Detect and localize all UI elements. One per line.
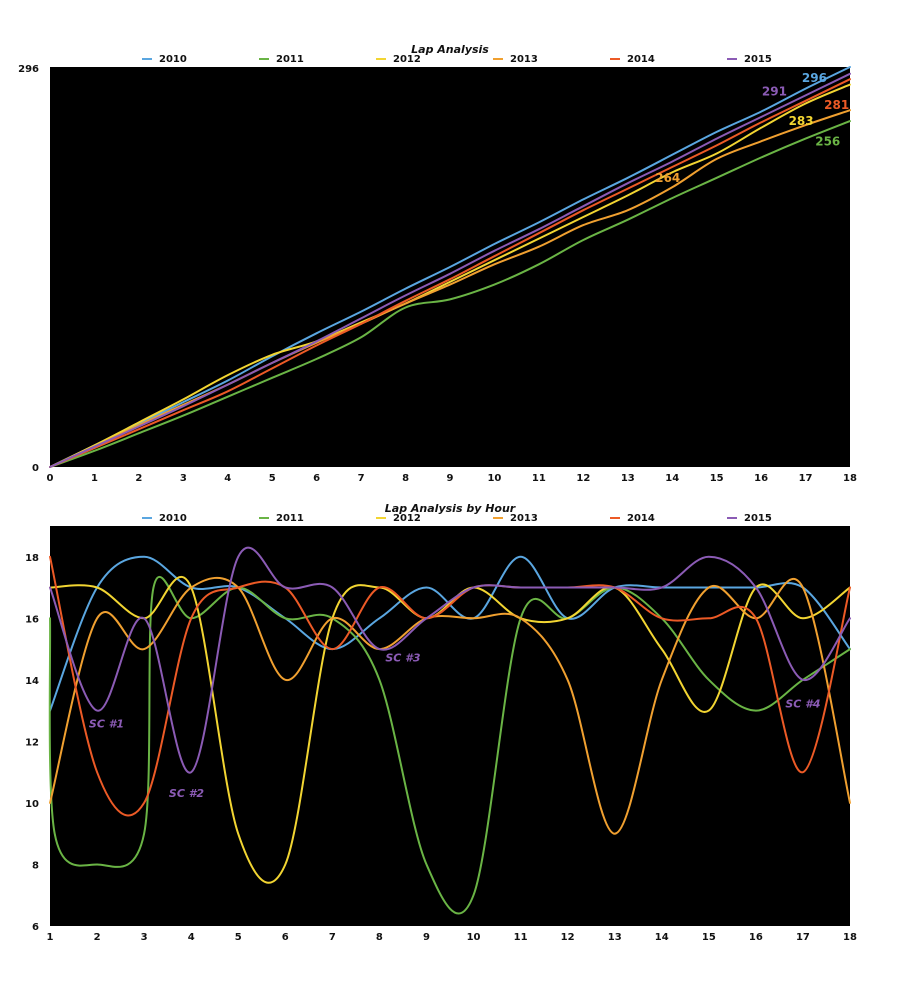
series-line-2012 bbox=[49, 83, 851, 468]
legend-label-2015: 2015 bbox=[744, 513, 772, 524]
x-tick-label: 12 bbox=[576, 473, 590, 484]
x-tick-label: 13 bbox=[621, 473, 635, 484]
legend-label-2010: 2010 bbox=[159, 513, 187, 524]
x-tick-label: 17 bbox=[796, 932, 810, 943]
legend-label-2015: 2015 bbox=[744, 54, 772, 65]
y-tick-label: 16 bbox=[25, 614, 39, 625]
y-tick-label: 14 bbox=[25, 676, 39, 687]
legend-label-2014: 2014 bbox=[627, 54, 655, 65]
chart1-legend: 2010 2011 2012 2013 2014 2015 bbox=[142, 54, 772, 65]
end-label-2014: 281 bbox=[824, 98, 849, 112]
chart2-legend: 2010 2011 2012 2013 2014 2015 bbox=[142, 513, 772, 524]
x-tick-label: 8 bbox=[402, 473, 409, 484]
x-tick-label: 3 bbox=[180, 473, 187, 484]
legend-label-2011: 2011 bbox=[276, 513, 304, 524]
safety-car-label: SC #4 bbox=[785, 698, 820, 711]
x-tick-label: 18 bbox=[843, 932, 857, 943]
y-tick-label: 12 bbox=[25, 737, 39, 748]
x-tick-label: 12 bbox=[561, 932, 575, 943]
x-tick-label: 1 bbox=[47, 932, 54, 943]
legend-label-2011: 2011 bbox=[276, 54, 304, 65]
y-tick-label: 0 bbox=[32, 463, 39, 474]
x-tick-label: 18 bbox=[843, 473, 857, 484]
chart1-series-group bbox=[49, 66, 851, 468]
x-tick-label: 6 bbox=[313, 473, 320, 484]
x-tick-label: 15 bbox=[710, 473, 724, 484]
safety-car-label: SC #2 bbox=[169, 787, 204, 800]
y-tick-label: 18 bbox=[25, 553, 39, 564]
series-line-2010 bbox=[49, 66, 851, 468]
series-line-2013 bbox=[49, 109, 851, 468]
x-tick-label: 11 bbox=[514, 932, 528, 943]
y-tick-label: 6 bbox=[32, 922, 39, 933]
chart2-series-group bbox=[48, 546, 851, 915]
legend-label-2013: 2013 bbox=[510, 54, 538, 65]
x-tick-label: 0 bbox=[47, 473, 54, 484]
x-tick-label: 9 bbox=[447, 473, 454, 484]
chart2-y-axis: 6 8 10 12 14 16 18 bbox=[25, 553, 39, 933]
x-tick-label: 8 bbox=[376, 932, 383, 943]
chart1-y-axis: 0 296 bbox=[18, 64, 39, 474]
x-tick-label: 7 bbox=[329, 932, 336, 943]
legend-label-2013: 2013 bbox=[510, 513, 538, 524]
end-label-2015: 291 bbox=[762, 84, 787, 98]
chart1-x-axis: 0 1 2 3 4 5 6 7 8 9 10 11 12 13 14 15 16 17 18 bbox=[47, 473, 857, 484]
legend-label-2012: 2012 bbox=[393, 54, 421, 65]
x-tick-label: 14 bbox=[665, 473, 679, 484]
y-tick-label: 296 bbox=[18, 64, 39, 75]
end-label-2010: 296 bbox=[802, 71, 827, 85]
x-tick-label: 10 bbox=[467, 932, 481, 943]
chart2-plot-area bbox=[50, 526, 850, 926]
x-tick-label: 16 bbox=[749, 932, 763, 943]
x-tick-label: 5 bbox=[269, 473, 276, 484]
chart2-annotations: SC #1 SC #2 SC #3 SC #4 bbox=[89, 651, 821, 799]
series-line-2011 bbox=[49, 120, 851, 468]
y-tick-label: 10 bbox=[25, 799, 39, 810]
legend-label-2010: 2010 bbox=[159, 54, 187, 65]
lap-analysis-chart: Lap Analysis 2010 2011 2012 2013 2014 2015 29… bbox=[18, 43, 857, 484]
x-tick-label: 2 bbox=[135, 473, 142, 484]
chart1-title: Lap Analysis bbox=[411, 43, 489, 56]
x-tick-label: 14 bbox=[655, 932, 669, 943]
x-tick-label: 3 bbox=[141, 932, 148, 943]
x-tick-label: 2 bbox=[94, 932, 101, 943]
x-tick-label: 11 bbox=[532, 473, 546, 484]
x-tick-label: 17 bbox=[799, 473, 813, 484]
legend-label-2014: 2014 bbox=[627, 513, 655, 524]
safety-car-label: SC #3 bbox=[385, 651, 420, 664]
x-tick-label: 5 bbox=[235, 932, 242, 943]
end-label-2011: 256 bbox=[815, 134, 840, 148]
safety-car-label: SC #1 bbox=[89, 718, 124, 731]
x-tick-label: 10 bbox=[487, 473, 501, 484]
lap-analysis-by-hour-chart: Lap Analysis by Hour 2010 2011 2012 2013 201… bbox=[25, 502, 857, 943]
series-line-2014 bbox=[49, 78, 851, 468]
x-tick-label: 7 bbox=[358, 473, 365, 484]
chart2-x-axis: 1 2 3 4 5 6 7 8 9 10 11 12 13 14 15 16 17 18 bbox=[47, 932, 857, 943]
x-tick-label: 6 bbox=[282, 932, 289, 943]
series-line-2014 bbox=[49, 555, 851, 817]
chart2-title: Lap Analysis by Hour bbox=[385, 502, 516, 515]
x-tick-label: 16 bbox=[754, 473, 768, 484]
series-line-2015 bbox=[49, 72, 851, 468]
series-line-2015 bbox=[49, 546, 851, 774]
x-tick-label: 1 bbox=[91, 473, 98, 484]
legend-label-2012: 2012 bbox=[393, 513, 421, 524]
x-tick-label: 9 bbox=[423, 932, 430, 943]
series-line-2013 bbox=[49, 576, 851, 835]
x-tick-label: 15 bbox=[702, 932, 716, 943]
y-tick-label: 8 bbox=[32, 860, 39, 871]
x-tick-label: 4 bbox=[188, 932, 195, 943]
x-tick-label: 4 bbox=[224, 473, 231, 484]
series-line-2011 bbox=[48, 576, 851, 915]
end-label-2013: 264 bbox=[655, 171, 680, 185]
x-tick-label: 13 bbox=[608, 932, 622, 943]
end-label-2012: 283 bbox=[789, 114, 814, 128]
